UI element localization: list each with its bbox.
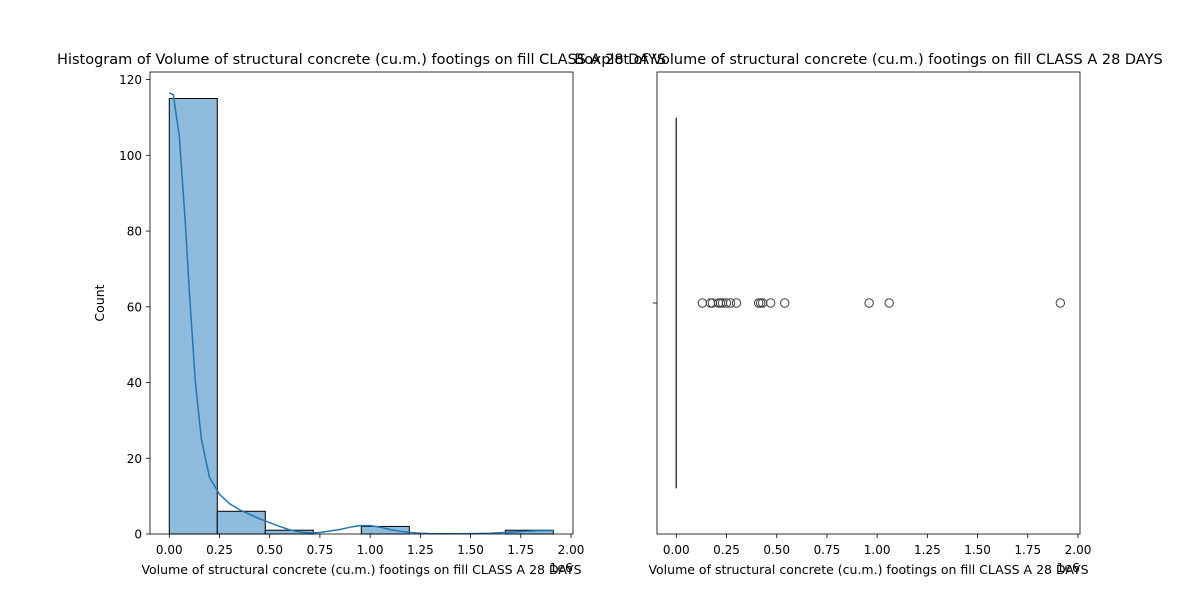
histogram-y-tick-label: 80 [127,225,142,239]
histogram-x-tick-label: 2.00 [558,543,585,557]
boxplot-x-tick-label: 0.00 [663,543,690,557]
histogram-x-axis-label: Volume of structural concrete (cu.m.) fo… [141,562,581,577]
boxplot-x-tick-label: 1.50 [964,543,991,557]
histogram-x-tick-label: 0.75 [307,543,334,557]
boxplot-x-axis-label: Volume of structural concrete (cu.m.) fo… [648,562,1088,577]
histogram-y-ticks: 0 20 40 60 80 100 120 [119,73,150,542]
histogram-bar [216,510,266,535]
histogram-x-tick-label: 0.25 [206,543,233,557]
histogram-x-tick-label: 1.50 [457,543,484,557]
histogram-bars [168,98,554,535]
boxplot-outlier-point [1055,298,1066,308]
histogram-x-tick-label: 1.00 [357,543,384,557]
histogram-y-tick-label: 100 [119,149,142,163]
boxplot-title: Boxplot of Volume of structural concrete… [574,52,1162,68]
boxplot-x-tick-label: 0.25 [713,543,740,557]
boxplot-x-tick-label: 2.00 [1065,543,1092,557]
histogram-x-tick-label: 1.25 [407,543,434,557]
histogram-x-tick-label: 1.75 [507,543,534,557]
boxplot-outlier-point [780,298,790,308]
boxplot-outliers [697,298,1066,308]
boxplot-x-tick-label: 0.75 [814,543,841,557]
histogram-y-tick-label: 0 [134,528,142,542]
boxplot-x-ticks: 0.00 0.25 0.50 0.75 1.00 1.25 1.50 1.75 2.00 [663,534,1091,557]
boxplot-x-offset-label: 1e6 [1056,560,1080,575]
histogram-x-ticks: 0.00 0.25 0.50 0.75 1.00 1.25 1.50 1.75 2.00 [156,534,584,557]
boxplot-outlier-point [721,298,732,308]
boxplot-x-tick-label: 1.25 [914,543,941,557]
boxplot-outlier-point [884,298,894,308]
histogram-y-tick-label: 40 [127,376,142,390]
boxplot-panel: 0.00 0.25 0.50 0.75 1.00 1.25 1.50 1.75 2.00 Box… [574,52,1162,577]
histogram-x-tick-label: 0.50 [256,543,283,557]
boxplot-x-tick-label: 1.75 [1014,543,1041,557]
boxplot-outlier-point [765,298,776,308]
histogram-x-offset-label: 1e6 [549,560,573,575]
boxplot-x-tick-label: 0.50 [763,543,790,557]
boxplot-outlier-point [725,298,736,308]
histogram-x-tick-label: 0.00 [156,543,183,557]
histogram-bar [168,98,218,535]
histogram-y-tick-label: 20 [127,452,142,466]
histogram-y-tick-label: 120 [119,73,142,87]
boxplot-x-tick-label: 1.00 [864,543,891,557]
boxplot-outlier-point [731,298,742,308]
histogram-y-axis-label: Count [92,284,107,321]
histogram-bar [360,525,410,535]
boxplot-outlier-point [864,298,874,308]
histogram-plot-frame [149,71,574,535]
histogram-title: Histogram of Volume of structural concre… [57,52,666,68]
histogram-panel: 0.00 0.25 0.50 0.75 1.00 1.25 1.50 1.75 2.00 0 20… [57,52,666,577]
histogram-y-tick-label: 60 [127,300,142,314]
